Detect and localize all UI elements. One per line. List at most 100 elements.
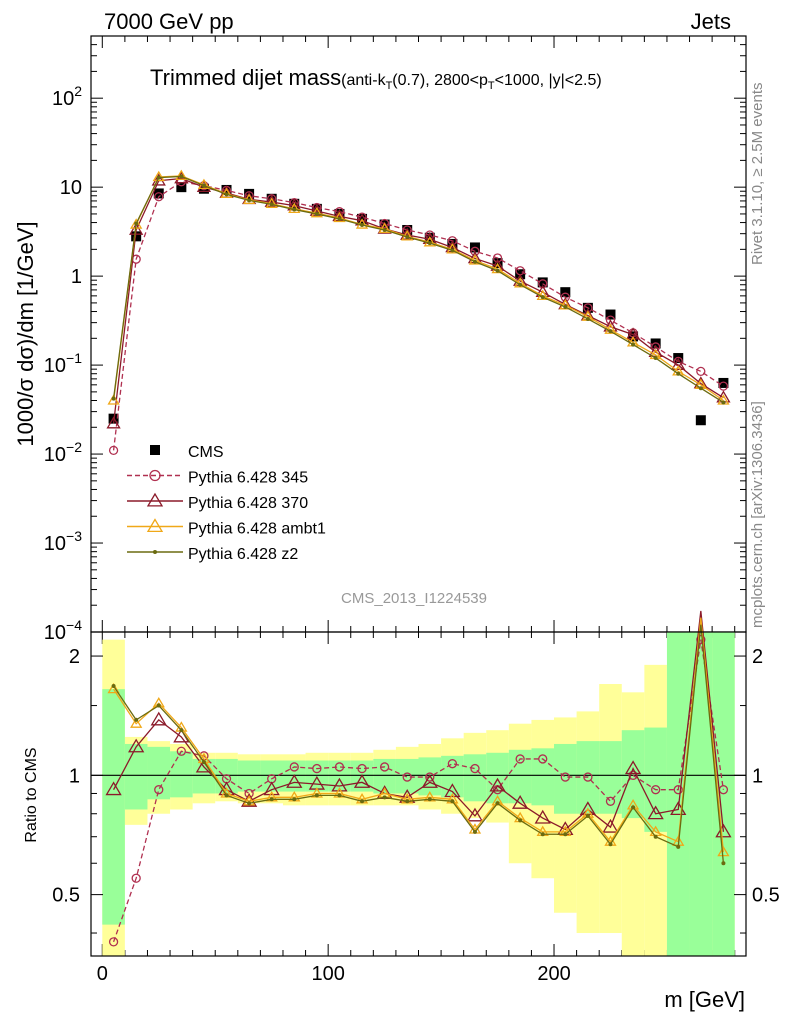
data-point	[468, 254, 482, 265]
data-point	[671, 357, 686, 370]
data-point	[625, 327, 641, 340]
data-point	[450, 248, 455, 253]
ratio-point	[195, 758, 213, 773]
data-point	[402, 225, 412, 235]
ratio-band-inner	[170, 751, 193, 798]
ratio-point	[673, 785, 683, 795]
ratio-series-line	[112, 639, 725, 943]
ratio-point	[518, 818, 523, 823]
x-axis-label: m [GeV]	[664, 987, 745, 1012]
ratio-point	[472, 829, 477, 834]
y-axis-label: 1000/σ dσ)/dm [1/GeV]	[13, 221, 38, 446]
ratio-y-tick-label-right: 1	[752, 765, 763, 787]
ratio-point	[286, 774, 303, 788]
ratio-point	[450, 799, 455, 804]
ratio-band-inner	[102, 689, 125, 925]
header-right: Jets	[691, 9, 731, 34]
main-frame	[90, 35, 747, 633]
data-point	[378, 222, 391, 233]
legend-label: Pythia 6.428 ambt1	[188, 521, 326, 538]
data-point	[333, 211, 346, 223]
ratio-point	[495, 801, 500, 806]
ratio-band-inner	[599, 741, 622, 814]
ratio-band-inner	[260, 760, 283, 792]
ratio-point	[447, 759, 458, 769]
ratio-point	[312, 763, 322, 774]
data-point	[108, 445, 119, 456]
legend-marker	[150, 445, 160, 455]
ratio-point	[563, 832, 568, 837]
ratio-point	[314, 793, 319, 798]
ratio-band-inner	[621, 730, 645, 819]
ratio-y-tick-label-right: 0.5	[752, 885, 780, 907]
data-point	[107, 394, 120, 405]
data-point	[446, 243, 459, 254]
ratio-band-inner	[463, 754, 487, 802]
data-point	[585, 316, 590, 321]
ratio-point	[269, 797, 274, 802]
ratio-point	[602, 818, 619, 833]
ratio-point	[489, 777, 506, 792]
data-point	[631, 342, 636, 347]
rivet-note: Rivet 3.1.10, ≥ 2.5M events	[749, 83, 766, 266]
legend-label: Pythia 6.428 345	[188, 470, 308, 487]
ratio-band-inner	[124, 743, 148, 810]
ratio-point	[289, 762, 299, 772]
ratio-point	[382, 795, 387, 800]
data-point	[676, 371, 681, 376]
ratio-point	[425, 772, 435, 782]
data-point	[131, 231, 142, 242]
data-point	[696, 366, 706, 377]
ratio-band-inner	[508, 749, 532, 804]
legend-marker	[153, 550, 157, 554]
ratio-point	[427, 797, 432, 802]
ratio-point	[534, 809, 551, 824]
ratio-band-inner	[147, 746, 171, 800]
ratio-band-inner	[237, 760, 261, 792]
ratio-point	[179, 728, 184, 733]
ratio-point	[421, 774, 438, 788]
data-point	[134, 221, 139, 226]
ratio-band-inner	[554, 743, 577, 814]
data-point	[247, 198, 252, 203]
data-point	[269, 202, 274, 207]
legend-marker	[149, 469, 161, 482]
ratio-y-tick-label: 1	[69, 765, 80, 787]
data-point	[605, 309, 616, 320]
data-point	[106, 416, 121, 429]
ratio-point	[717, 845, 730, 857]
data-point	[152, 170, 165, 182]
data-point	[175, 169, 188, 180]
ratio-point	[470, 763, 480, 774]
legend-label: Pythia 6.428 370	[188, 495, 308, 512]
data-point	[129, 222, 144, 235]
ratio-band-inner	[373, 758, 396, 794]
data-point	[360, 223, 365, 228]
data-point	[224, 192, 229, 197]
ratio-point	[201, 760, 206, 765]
legend-label: CMS	[188, 444, 224, 461]
ratio-y-axis-label: Ratio to CMS	[23, 747, 40, 842]
ratio-point	[647, 805, 664, 820]
ratio-point	[624, 760, 642, 775]
legend-marker	[146, 492, 164, 507]
data-point	[153, 188, 164, 199]
ratio-point	[130, 717, 143, 728]
ratio-series-line	[113, 617, 725, 853]
ratio-point	[150, 711, 167, 726]
data-point	[495, 268, 500, 273]
data-point	[653, 356, 658, 361]
data-point	[288, 202, 301, 214]
series-line	[112, 175, 724, 404]
data-point	[698, 386, 703, 391]
legend-label: Pythia 6.428 z2	[188, 546, 298, 563]
data-point	[400, 227, 415, 240]
data-point	[427, 241, 432, 246]
data-point	[314, 211, 319, 216]
ratio-point	[111, 684, 116, 689]
main-plot: 10−4 10−3 10−2 10−1 1 10 102	[44, 35, 747, 644]
data-point	[292, 207, 297, 212]
ratio-point	[696, 634, 706, 645]
ratio-point	[585, 813, 590, 818]
